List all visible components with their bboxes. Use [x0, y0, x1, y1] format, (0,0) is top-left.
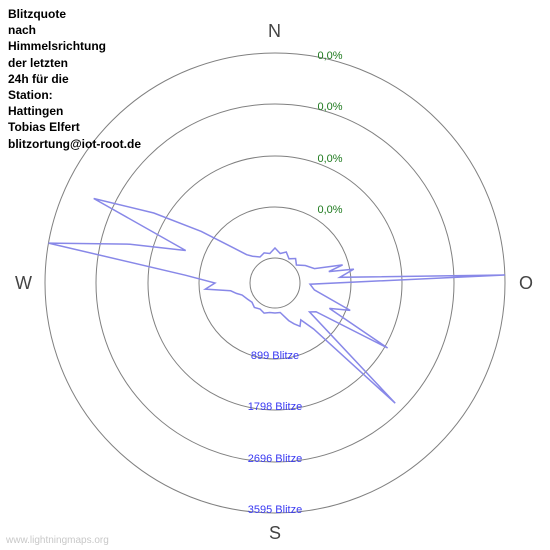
compass-east: O — [519, 273, 533, 294]
ring-label-count: 899 Blitze — [251, 350, 299, 362]
ring-label-count: 1798 Blitze — [248, 401, 302, 413]
compass-west: W — [15, 273, 32, 294]
compass-south: S — [269, 523, 281, 544]
polar-chart-root: { "chart": { "type": "polar", "title_lin… — [0, 0, 550, 550]
credit-text: www.lightningmaps.org — [6, 535, 109, 546]
ring-label-count: 3595 Blitze — [248, 504, 302, 516]
ring-label-pct: 0,0% — [317, 50, 342, 62]
ring-label-count: 2696 Blitze — [248, 453, 302, 465]
ring-label-pct: 0,0% — [317, 101, 342, 113]
ring-label-pct: 0,0% — [317, 153, 342, 165]
ring-label-pct: 0,0% — [317, 204, 342, 216]
compass-north: N — [268, 21, 281, 42]
chart-title: Blitzquote nach Himmelsrichtung der letz… — [8, 6, 141, 152]
